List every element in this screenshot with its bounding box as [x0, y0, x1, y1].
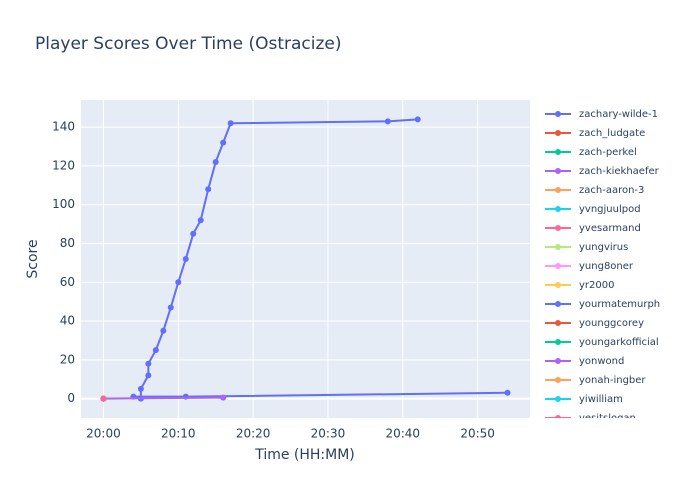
x-tick-label: 20:40: [385, 427, 420, 441]
data-point: [205, 186, 212, 193]
y-axis-title: Score: [25, 239, 41, 278]
legend-item[interactable]: yonwond: [545, 356, 624, 367]
legend-label: youngarkofficial: [579, 337, 659, 348]
data-point: [137, 385, 144, 392]
legend-marker: [555, 244, 561, 250]
legend-marker: [555, 130, 561, 136]
legend-marker: [555, 377, 561, 383]
legend-marker: [555, 358, 561, 364]
legend-item[interactable]: yung8oner: [545, 261, 634, 272]
grid: [81, 100, 530, 418]
legend-marker: [555, 187, 561, 193]
data-point: [504, 389, 511, 396]
legend-label: zachary-wilde-1: [579, 109, 658, 120]
x-axis-title: Time (HH:MM): [254, 447, 355, 463]
y-tick-label: 40: [60, 314, 75, 328]
legend-marker: [555, 263, 561, 269]
legend-label: yvesarmand: [579, 223, 641, 234]
data-point: [197, 217, 204, 224]
legend-item[interactable]: zach-perkel: [545, 147, 637, 158]
legend-marker: [555, 225, 561, 231]
legend-marker: [555, 168, 561, 174]
legend-marker: [555, 282, 561, 288]
legend-marker: [555, 111, 561, 117]
x-tick-label: 20:50: [460, 427, 495, 441]
legend-item[interactable]: younggcorey: [545, 318, 644, 329]
data-point: [145, 372, 152, 379]
legend-item[interactable]: yiwilliam: [545, 394, 623, 405]
legend-label: zach-perkel: [579, 147, 637, 158]
legend-item[interactable]: zach-aaron-3: [545, 185, 644, 196]
legend-item[interactable]: yvngjuulpod: [545, 204, 641, 215]
x-tick-label: 20:20: [236, 427, 271, 441]
plot-area: [81, 100, 530, 418]
legend-label: zach-aaron-3: [579, 185, 644, 196]
legend-item[interactable]: youngarkofficial: [545, 337, 659, 348]
data-point: [182, 256, 189, 262]
legend-label: yung8oner: [579, 261, 634, 272]
data-point: [152, 347, 159, 354]
data-point: [212, 159, 219, 166]
legend-item[interactable]: yr2000: [545, 280, 614, 291]
legend-label: younggcorey: [579, 318, 644, 329]
legend-label: yonah-ingber: [579, 375, 646, 386]
y-tick-label: 140: [52, 120, 75, 134]
legend-label: zach-kiekhaefer: [579, 166, 660, 177]
legend-label: yungvirus: [579, 242, 628, 253]
legend-marker: [555, 301, 561, 307]
data-point: [220, 394, 227, 401]
y-tick-label: 100: [52, 197, 75, 211]
y-tick-label: 60: [60, 275, 75, 289]
data-point: [160, 327, 167, 334]
data-point: [175, 279, 182, 286]
y-tick-label: 120: [52, 158, 75, 172]
x-tick-label: 20:30: [311, 427, 346, 441]
y-tick-label: 80: [60, 236, 75, 250]
series-line: [103, 396, 224, 400]
data-point: [414, 116, 421, 123]
x-tick-label: 20:00: [86, 427, 121, 441]
data-point: [220, 139, 227, 146]
plot: [100, 116, 511, 402]
legend-label: yr2000: [579, 280, 614, 291]
data-point: [227, 120, 234, 127]
legend-label: zach_ludgate: [579, 128, 645, 139]
legend-marker: [555, 206, 561, 212]
x-tick-label: 20:10: [161, 427, 196, 441]
chart-title: Player Scores Over Time (Ostracize): [35, 34, 342, 54]
legend-item[interactable]: zach-kiekhaefer: [545, 166, 660, 177]
legend-marker: [555, 396, 561, 402]
legend-item[interactable]: yourmatemurph: [545, 299, 660, 310]
legend-marker: [555, 415, 561, 418]
legend-label: yesitslogan: [579, 413, 636, 424]
data-point: [190, 230, 197, 237]
legend-marker: [555, 149, 561, 155]
legend-label: yiwilliam: [579, 394, 623, 405]
data-point: [145, 360, 152, 367]
legend-label: yonwond: [579, 356, 624, 367]
data-point: [384, 118, 391, 125]
y-tick-label: 20: [60, 352, 75, 366]
legend-item[interactable]: zach_ludgate: [545, 128, 645, 139]
legend-label: yvngjuulpod: [579, 204, 641, 215]
legend-item[interactable]: yesitslogan: [545, 413, 636, 424]
y-tick-label: 0: [67, 391, 75, 405]
legend[interactable]: zachary-wilde-1 zach_ludgate zach-perkel za…: [545, 109, 660, 424]
data-point: [100, 395, 107, 402]
legend-item[interactable]: zachary-wilde-1: [545, 109, 658, 120]
legend-item[interactable]: yungvirus: [545, 242, 628, 253]
legend-item[interactable]: yvesarmand: [545, 223, 641, 234]
legend-label: yourmatemurph: [579, 299, 660, 310]
legend-marker: [555, 320, 561, 326]
legend-marker: [555, 339, 561, 345]
data-point: [167, 304, 174, 311]
legend-item[interactable]: yonah-ingber: [545, 375, 646, 386]
